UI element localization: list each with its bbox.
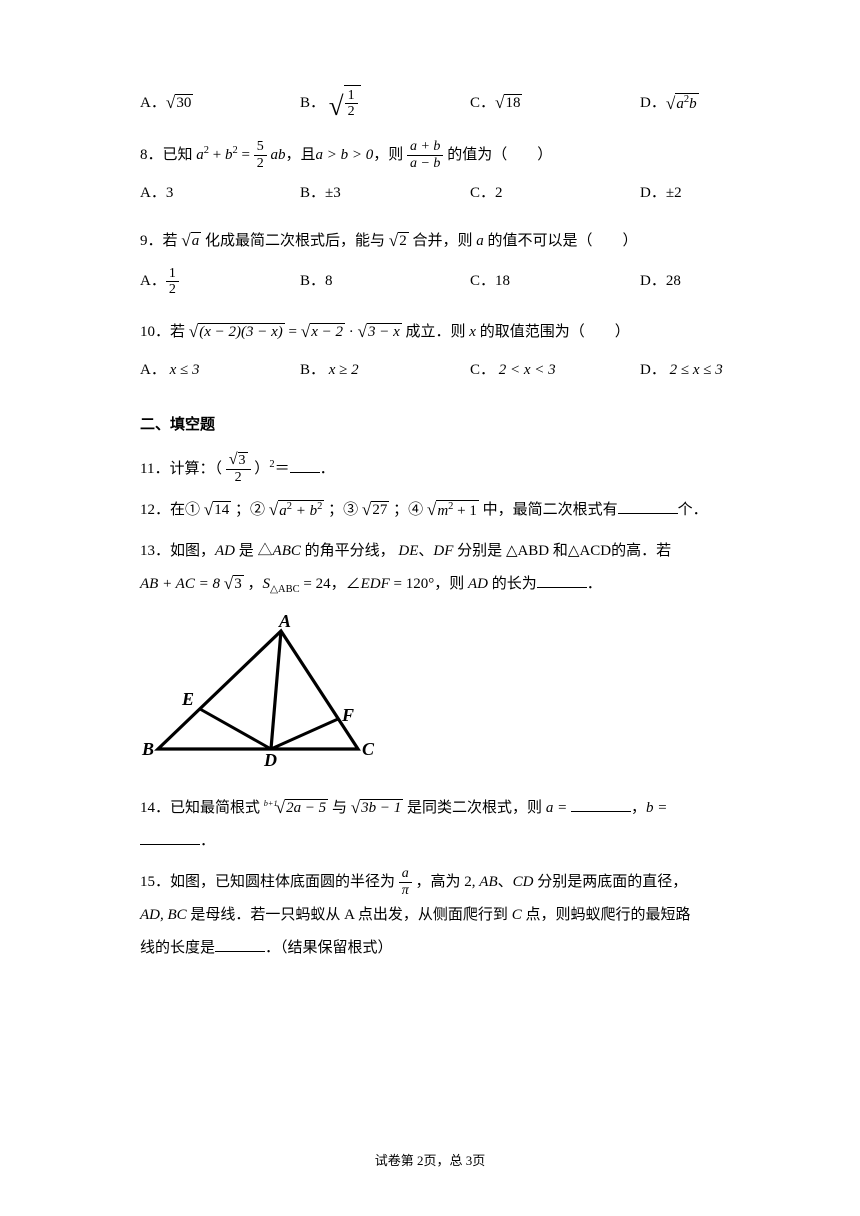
- q7-opt-d: D． √a2b: [640, 86, 699, 121]
- opt-label: B．: [300, 90, 325, 117]
- sqrt-icon: √3b − 1: [351, 799, 404, 816]
- q13-figure: A B C D E F: [136, 613, 730, 778]
- sqrt-icon: √14: [204, 501, 231, 518]
- sqrt-icon: √3: [224, 575, 244, 592]
- svg-text:A: A: [278, 613, 291, 631]
- q9-options: A． 12 B．8 C．18 D．28: [140, 266, 730, 298]
- page-footer: 试卷第 2页，总 3页: [0, 1149, 860, 1172]
- sqrt-icon: √(x − 2)(3 − x): [189, 323, 285, 340]
- svg-text:E: E: [181, 689, 194, 709]
- q7-opt-c: C． √18: [470, 86, 640, 121]
- sqrt-icon: √x − 2: [301, 323, 345, 340]
- section-2-title: 二、填空题: [140, 412, 730, 439]
- svg-text:F: F: [341, 705, 354, 725]
- blank: [618, 499, 678, 514]
- q7-options: A． √30 B． √ 12 C． √18 D． √a2b: [140, 86, 730, 121]
- q9-opt-a: A． 12: [140, 266, 300, 298]
- svg-text:D: D: [263, 750, 277, 768]
- triangle-diagram: A B C D E F: [136, 613, 386, 768]
- q10-opt-c: C． 2 < x < 3: [470, 357, 640, 384]
- sqrt-icon: √18: [495, 94, 522, 111]
- q8-opt-a: A．3: [140, 180, 300, 207]
- q10-options: A． x ≤ 3 B． x ≥ 2 C． 2 < x < 3 D． 2 ≤ x …: [140, 357, 730, 384]
- sqrt-icon: √30: [166, 94, 193, 111]
- sqrt-icon: √2: [389, 232, 409, 249]
- q7-opt-b: B． √ 12: [300, 86, 470, 121]
- q8-opt-b: B．±3: [300, 180, 470, 207]
- sqrt-icon: √27: [362, 501, 389, 518]
- q10-stem: 10．若 √(x − 2)(3 − x) = √x − 2 · √3 − x 成…: [140, 316, 730, 349]
- q9-stem: 9．若 √a 化成最简二次根式后，能与 √2 合并，则 a 的值不可以是（ ）: [140, 225, 730, 258]
- q10-opt-b: B． x ≥ 2: [300, 357, 470, 384]
- q10-opt-a: A． x ≤ 3: [140, 357, 300, 384]
- q14: 14．已知最简根式 b+1√2a − 5 与 √3b − 1 是同类二次根式，则…: [140, 792, 730, 858]
- q13: 13．如图，AD 是 △ABC 的角平分线， DE、DF 分别是 △ABD 和△…: [140, 535, 730, 601]
- q9-opt-d: D．28: [640, 266, 681, 298]
- sqrt-icon: √a: [181, 232, 201, 249]
- opt-label: A．: [140, 90, 166, 117]
- sqrt-icon: √ 12: [329, 85, 361, 120]
- q9-opt-c: C．18: [470, 266, 640, 298]
- q8-opt-c: C．2: [470, 180, 640, 207]
- svg-text:B: B: [141, 739, 154, 759]
- q8-opt-d: D．±2: [640, 180, 682, 207]
- blank: [290, 458, 320, 473]
- q9-opt-b: B．8: [300, 266, 470, 298]
- blank: [537, 573, 587, 588]
- q10-opt-d: D． 2 ≤ x ≤ 3: [640, 357, 723, 384]
- q11: 11．计算：（ √32 ）2＝．: [140, 453, 730, 486]
- q8-options: A．3 B．±3 C．2 D．±2: [140, 180, 730, 207]
- sqrt-icon: √a2 + b2: [269, 500, 325, 519]
- q15: 15．如图，已知圆柱体底面圆的半径为 aπ ，高为 2, AB、CD 分别是两底…: [140, 866, 730, 965]
- sqrt-icon: √2a − 5: [276, 799, 329, 816]
- sqrt-icon: √m2 + 1: [427, 500, 479, 519]
- q8-stem: 8．已知 a2 + b2 = 52 ab，且a > b > 0，则 a + ba…: [140, 139, 730, 172]
- blank: [571, 797, 631, 812]
- svg-text:C: C: [362, 739, 375, 759]
- blank: [140, 830, 200, 845]
- opt-label: C．: [470, 90, 495, 117]
- triangle-icon: △: [258, 543, 273, 559]
- sqrt-icon: √3: [229, 452, 248, 468]
- blank: [215, 937, 265, 952]
- q12: 12．在① √14 ；② √a2 + b2 ；③ √27 ；④ √m2 + 1 …: [140, 494, 730, 527]
- opt-label: D．: [640, 90, 666, 117]
- sqrt-icon: √a2b: [666, 93, 699, 112]
- q7-opt-a: A． √30: [140, 86, 300, 121]
- sqrt-icon: √3 − x: [358, 323, 402, 340]
